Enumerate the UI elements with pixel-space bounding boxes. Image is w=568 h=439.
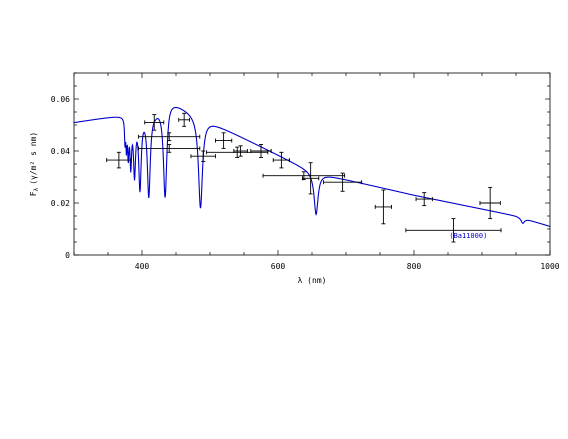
axes: 400 600 800 1000 0 0.02 0.04 0.06 [51, 72, 560, 271]
data-point [138, 132, 201, 142]
data-point [214, 132, 233, 149]
data-point [190, 150, 216, 162]
y-tick-label: 0.06 [51, 95, 70, 104]
data-point [178, 112, 191, 127]
axis-labels: λ (nm) Fλ (γ/m² s nm) [29, 132, 326, 285]
data-point [206, 146, 269, 158]
plot-frame [73, 72, 551, 256]
annotations: (Ba11000) [449, 232, 487, 240]
x-tick-label: 600 [271, 262, 286, 271]
y-axis-label-sub: λ [33, 187, 40, 191]
y-axis-label: Fλ (γ/m² s nm) [29, 132, 40, 196]
data-point [272, 151, 291, 169]
y-tick-label: 0 [65, 251, 70, 260]
y-axis-label-units: (γ/m² s nm) [29, 132, 38, 185]
data-point [144, 114, 165, 131]
model-spectrum [73, 106, 551, 227]
data-point [106, 151, 132, 169]
y-axis-label-main: F [29, 191, 38, 196]
model-line [73, 106, 551, 227]
data-point [374, 189, 393, 225]
x-tick-label: 1000 [540, 262, 559, 271]
x-axis-label: λ (nm) [298, 276, 327, 285]
data-point [405, 218, 502, 243]
data-point [479, 186, 501, 220]
data-point [415, 192, 433, 207]
x-tick-label: 800 [407, 262, 422, 271]
data-point [250, 144, 272, 158]
data-point [138, 144, 201, 153]
y-tick-label: 0.02 [51, 199, 70, 208]
data-point [323, 172, 363, 192]
data-point [233, 145, 248, 157]
y-tick-label: 0.04 [51, 147, 70, 156]
model-annotation: (Ba11000) [449, 232, 487, 240]
x-tick-label: 400 [135, 262, 150, 271]
data-point [302, 162, 320, 195]
data-points [106, 112, 502, 243]
